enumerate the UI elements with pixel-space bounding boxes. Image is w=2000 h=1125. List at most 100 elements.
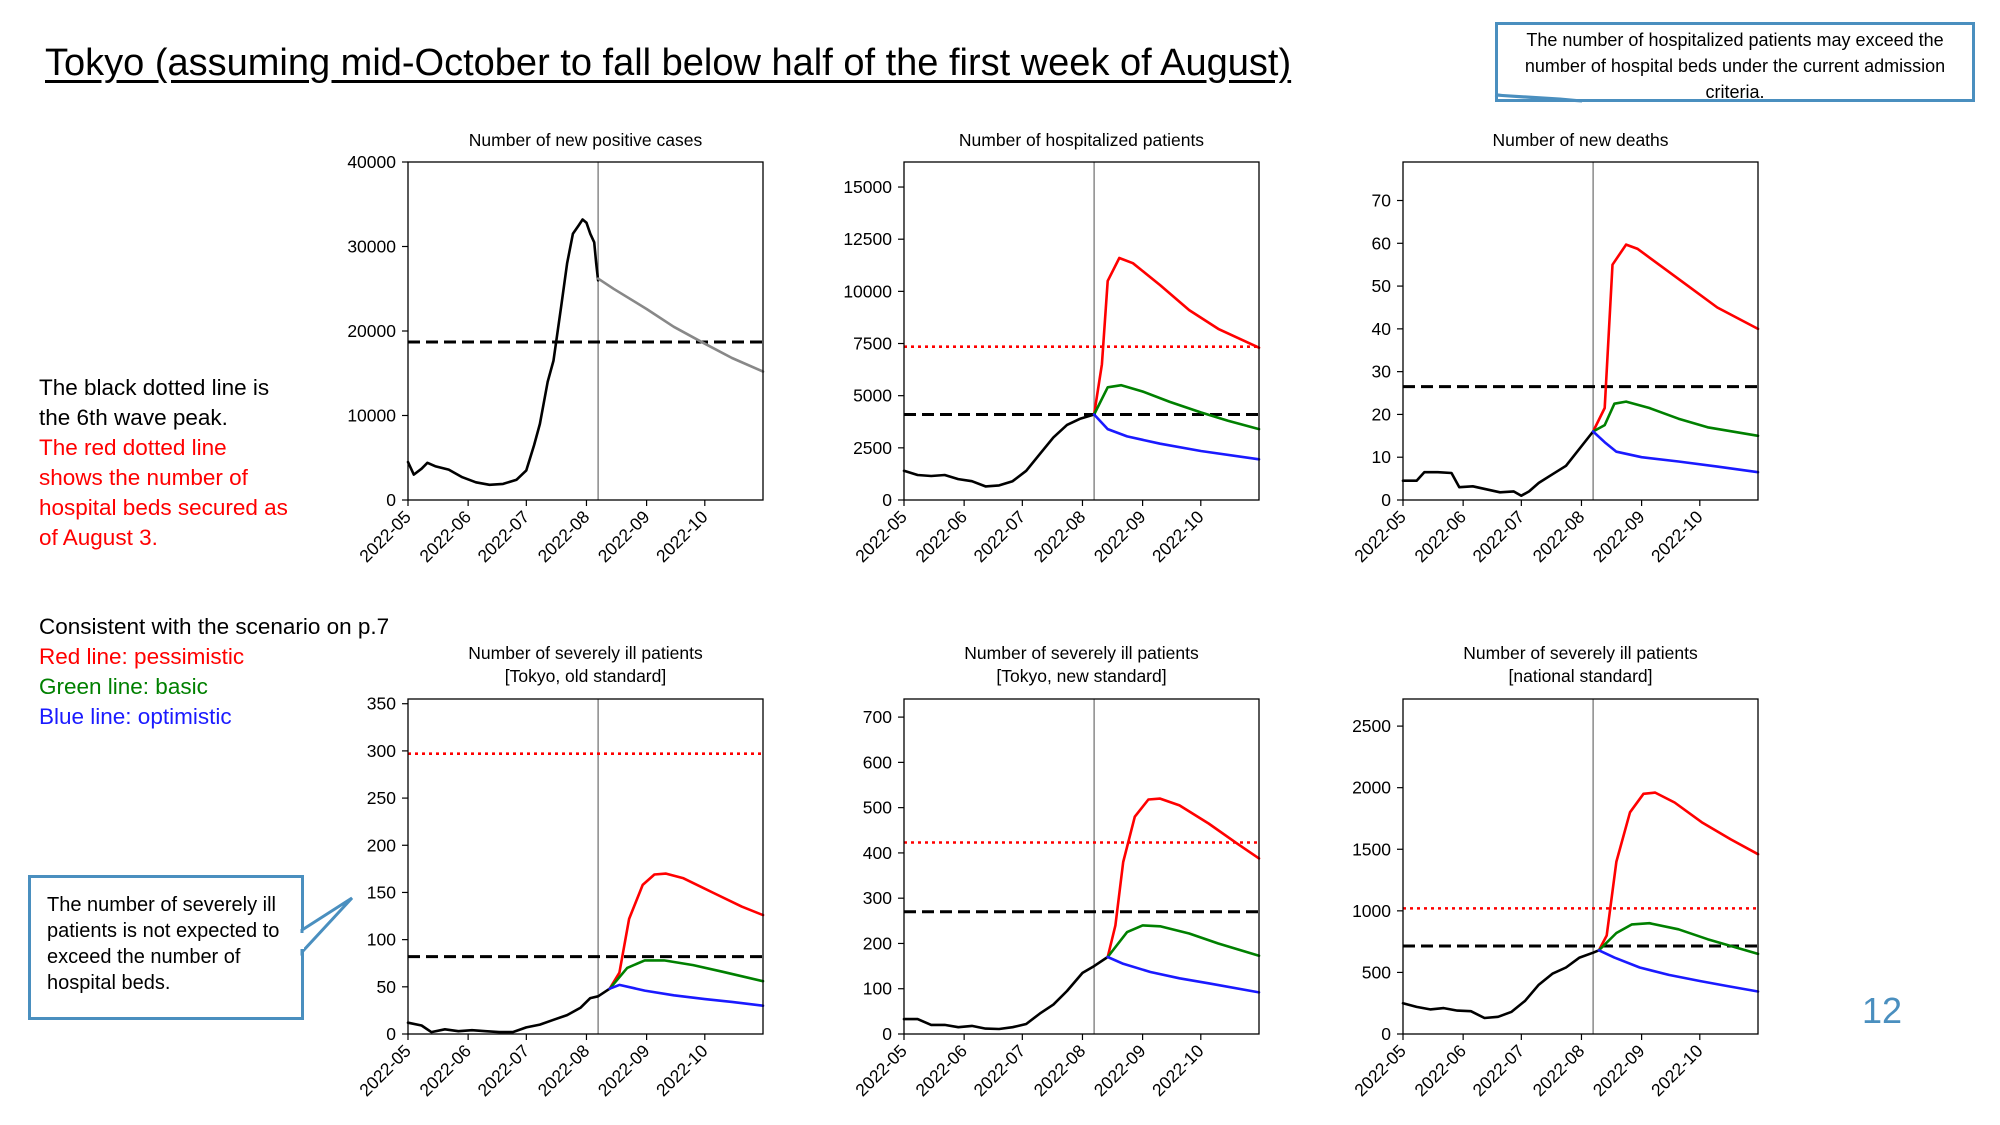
chart-3-y-tick-label: 40 xyxy=(1372,319,1392,339)
chart-1-x-tick-label: 2022-06 xyxy=(415,507,475,567)
chart-4-title: Number of severely ill patients xyxy=(468,643,703,663)
chart-3-x-tick-label: 2022-07 xyxy=(1469,507,1529,567)
chart-5-x-tick-label: 2022-07 xyxy=(970,1041,1030,1101)
chart-2-number-of-hospitalized-patients: Number of hospitalized patients 0 2500 5000… xyxy=(843,130,1261,567)
legend-notes: The black dotted line is the 6th wave pe… xyxy=(39,373,288,553)
chart-5-y-tick-label: 400 xyxy=(863,843,892,863)
chart-2-x-tick-label: 2022-07 xyxy=(970,507,1030,567)
chart-2-y-tick-label: 7500 xyxy=(853,334,892,354)
chart-2-y-tick-label: 15000 xyxy=(843,177,892,197)
note-red-line-2: shows the number of xyxy=(39,465,248,490)
chart-4-x-tick-label: 2022-10 xyxy=(652,1041,712,1101)
chart-3-y-tick-label: 20 xyxy=(1372,404,1392,424)
chart-6-x-tick-label: 2022-07 xyxy=(1469,1041,1529,1101)
chart-3-number-of-new-deaths: Number of new deaths 0 10 20 30 40 50 60 70 2022-… xyxy=(1350,130,1760,567)
chart-6-subtitle: [national standard] xyxy=(1509,666,1653,686)
chart-3-x-tick-label: 2022-10 xyxy=(1647,507,1707,567)
chart-6-x-tick-label: 2022-08 xyxy=(1529,1041,1589,1101)
chart-4-y-tick-label: 50 xyxy=(377,977,397,997)
chart-6-series-line-2 xyxy=(1597,791,1760,952)
page-number: 12 xyxy=(1862,990,1903,1031)
chart-1-x-tick-label: 2022-07 xyxy=(474,507,534,567)
chart-3-y-tick-label: 50 xyxy=(1372,276,1392,296)
chart-3-series-line-3 xyxy=(1591,400,1760,438)
scenario-header: Consistent with the scenario on p.7 xyxy=(39,614,390,639)
chart-2-y-tick-label: 0 xyxy=(882,490,892,510)
chart-5-series-line-2 xyxy=(1106,797,1261,959)
chart-3-series-line-4 xyxy=(1591,430,1760,474)
chart-1-title: Number of new positive cases xyxy=(469,130,703,150)
chart-1-x-tick-label: 2022-09 xyxy=(594,507,654,567)
chart-3-y-tick-label: 30 xyxy=(1372,362,1392,382)
chart-4-y-tick-label: 250 xyxy=(367,788,396,808)
chart-4-series-line-1 xyxy=(406,987,612,1034)
chart-5-y-tick-label: 600 xyxy=(863,752,892,772)
chart-5-subtitle: [Tokyo, new standard] xyxy=(996,666,1166,686)
chart-2-x-tick-label: 2022-08 xyxy=(1030,507,1090,567)
chart-3-plot-frame xyxy=(1402,161,1759,501)
chart-2-x-tick-label: 2022-09 xyxy=(1090,507,1150,567)
chart-6-y-tick-label: 0 xyxy=(1381,1024,1391,1044)
chart-5-x-tick-label: 2022-08 xyxy=(1030,1041,1090,1101)
chart-3-x-tick-label: 2022-09 xyxy=(1589,507,1649,567)
chart-5-series-line-3 xyxy=(1106,924,1261,959)
chart-3-x-tick-label: 2022-05 xyxy=(1350,507,1410,567)
chart-5-y-tick-label: 0 xyxy=(882,1024,892,1044)
chart-3-title: Number of new deaths xyxy=(1492,130,1668,150)
chart-6-y-tick-label: 1000 xyxy=(1352,901,1391,921)
chart-4-y-tick-label: 0 xyxy=(386,1024,396,1044)
chart-6-y-tick-label: 500 xyxy=(1362,962,1391,982)
note-black-line-1: The black dotted line is xyxy=(39,375,270,400)
chart-4-series-line-3 xyxy=(608,959,765,991)
chart-4-x-tick-label: 2022-07 xyxy=(474,1041,534,1101)
note-black-line-2: the 6th wave peak. xyxy=(39,405,228,430)
legend-red: Red line: pessimistic xyxy=(39,644,245,669)
note-red-line-3: hospital beds secured as xyxy=(39,495,288,520)
chart-2-series-line-1 xyxy=(902,413,1096,488)
chart-2-x-tick-label: 2022-05 xyxy=(851,507,911,567)
chart-1-series-line-2 xyxy=(596,277,765,373)
chart-1-plot-frame xyxy=(407,161,764,501)
chart-4-x-tick-label: 2022-06 xyxy=(415,1041,475,1101)
chart-5-series-line-4 xyxy=(1106,955,1261,994)
chart-1-y-tick-label: 20000 xyxy=(347,321,396,341)
chart-5-x-tick-label: 2022-06 xyxy=(911,1041,971,1101)
callout-severe-note: The number of severely ill patients is n… xyxy=(28,875,304,1020)
chart-5-title: Number of severely ill patients xyxy=(964,643,1199,663)
chart-3-series-line-1 xyxy=(1401,430,1595,498)
chart-1-x-tick-label: 2022-08 xyxy=(534,507,594,567)
chart-3-y-tick-label: 60 xyxy=(1372,233,1392,253)
legend-green: Green line: basic xyxy=(39,674,208,699)
legend-blue: Blue line: optimistic xyxy=(39,704,232,729)
chart-6-number-of-severely-ill-patients-national-standard: Number of severely ill patients [national… xyxy=(1350,643,1760,1101)
chart-2-y-tick-label: 12500 xyxy=(843,229,892,249)
chart-4-y-tick-label: 300 xyxy=(367,741,396,761)
chart-5-plot-frame xyxy=(903,698,1260,1035)
chart-6-x-tick-label: 2022-10 xyxy=(1647,1041,1707,1101)
chart-6-y-tick-label: 2000 xyxy=(1352,778,1391,798)
chart-5-x-tick-label: 2022-05 xyxy=(851,1041,911,1101)
chart-2-x-tick-label: 2022-06 xyxy=(911,507,971,567)
chart-6-y-tick-label: 2500 xyxy=(1352,716,1391,736)
chart-1-y-tick-label: 10000 xyxy=(347,406,396,426)
chart-4-y-tick-label: 100 xyxy=(367,930,396,950)
chart-4-x-tick-label: 2022-08 xyxy=(534,1041,594,1101)
chart-3-y-tick-label: 0 xyxy=(1381,490,1391,510)
chart-6-series-line-3 xyxy=(1597,921,1760,956)
chart-4-number-of-severely-ill-patients-tokyo-old-standard: Number of severely ill patients [Tokyo, o… xyxy=(355,643,765,1101)
chart-1-x-tick-label: 2022-10 xyxy=(652,507,712,567)
chart-2-series-line-3 xyxy=(1092,383,1261,431)
chart-4-y-tick-label: 150 xyxy=(367,882,396,902)
chart-2-series-line-4 xyxy=(1092,413,1261,461)
chart-4-plot-frame xyxy=(407,698,764,1035)
chart-5-number-of-severely-ill-patients-tokyo-new-standard: Number of severely ill patients [Tokyo, n… xyxy=(851,643,1261,1101)
chart-2-title: Number of hospitalized patients xyxy=(959,130,1204,150)
slide-title: Tokyo (assuming mid-October to fall belo… xyxy=(45,42,1292,84)
chart-4-subtitle: [Tokyo, old standard] xyxy=(505,666,666,686)
chart-3-x-tick-label: 2022-06 xyxy=(1410,507,1470,567)
chart-6-x-tick-label: 2022-05 xyxy=(1350,1041,1410,1101)
chart-1-series-line-1 xyxy=(406,218,600,487)
chart-5-y-tick-label: 200 xyxy=(863,933,892,953)
chart-4-series-line-2 xyxy=(608,872,765,991)
